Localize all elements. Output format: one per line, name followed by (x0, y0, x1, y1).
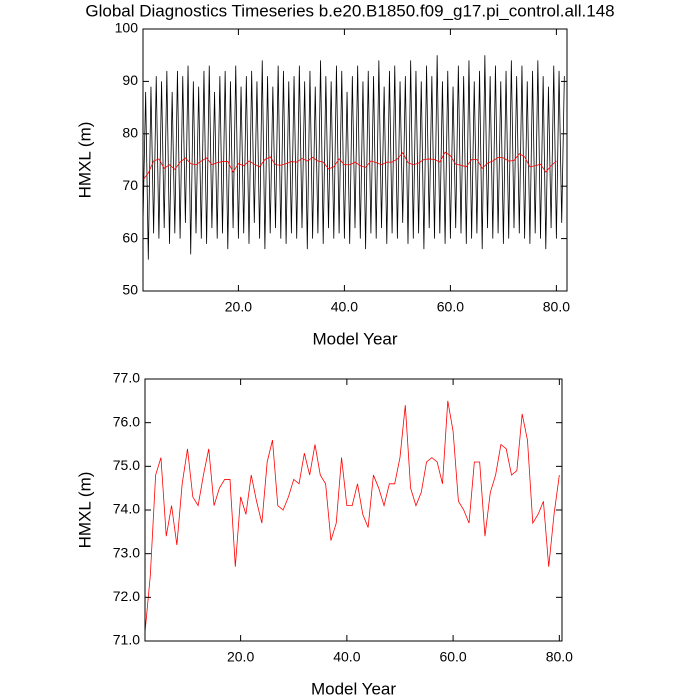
y-tick-label: 72.0 (113, 588, 140, 604)
plot-frame (142, 28, 568, 292)
y-tick-label: 60 (122, 229, 138, 245)
y-tick-label: 73.0 (113, 544, 140, 560)
x-axis-label: Model Year (312, 329, 397, 348)
y-tick-label: 90 (122, 72, 138, 88)
y-tick-label: 74.0 (113, 501, 140, 517)
y-tick-label: 77.0 (113, 370, 140, 386)
x-tick-label: 80.0 (546, 649, 573, 665)
x-tick-label: 40.0 (331, 299, 358, 315)
x-axis-label: Model Year (311, 679, 396, 698)
x-tick-label: 20.0 (225, 299, 252, 315)
panel: Global Diagnostics Timeseries b.e20.B185… (75, 1, 614, 348)
y-axis-label: HMXL (m) (75, 122, 94, 199)
y-tick-label: 70 (122, 177, 138, 193)
x-tick-label: 80.0 (543, 299, 570, 315)
x-tick-label: 40.0 (333, 649, 360, 665)
x-tick-label: 60.0 (439, 649, 466, 665)
y-tick-label: 80 (122, 125, 138, 141)
y-tick-label: 100 (115, 20, 139, 36)
chart-title: Global Diagnostics Timeseries b.e20.B185… (85, 1, 614, 20)
y-tick-label: 76.0 (113, 413, 140, 429)
y-tick-label: 75.0 (113, 457, 140, 473)
x-tick-label: 20.0 (227, 649, 254, 665)
panel: 71.0 72.0 73.0 74.0 75.0 76.0 77.0 20.0 40.0 60.0… (75, 370, 573, 699)
x-tick-label: 60.0 (437, 299, 464, 315)
y-axis-label: HMXL (m) (75, 472, 94, 549)
data-line (142, 55, 565, 260)
y-tick-label: 71.0 (113, 632, 140, 648)
plot-frame (144, 378, 563, 642)
data-line (144, 400, 560, 633)
y-tick-label: 50 (122, 282, 138, 298)
data-line (142, 151, 557, 181)
